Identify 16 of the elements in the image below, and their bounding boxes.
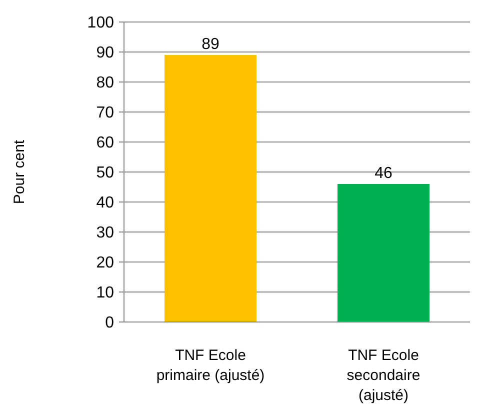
- x-tick-label: TNF Ecole secondaire (ajusté): [346, 347, 420, 404]
- y-tick-label: 100: [87, 14, 114, 32]
- y-tick-label: 60: [96, 134, 114, 152]
- x-tick-label: TNF Ecole primaire (ajusté): [156, 347, 265, 384]
- y-tick-label: 30: [96, 224, 114, 242]
- y-axis-title: Pour cent: [11, 139, 28, 204]
- y-tick-label: 50: [96, 164, 114, 182]
- y-tick-label: 20: [96, 254, 114, 272]
- y-tick-label: 80: [96, 74, 114, 92]
- data-label: 89: [202, 36, 220, 53]
- y-tick-label: 90: [96, 44, 114, 62]
- y-tick-label: 0: [105, 314, 114, 332]
- y-tick-label: 10: [96, 284, 114, 302]
- y-tick-label: 70: [96, 104, 114, 122]
- y-tick-label: 40: [96, 194, 114, 212]
- data-label: 46: [374, 165, 392, 182]
